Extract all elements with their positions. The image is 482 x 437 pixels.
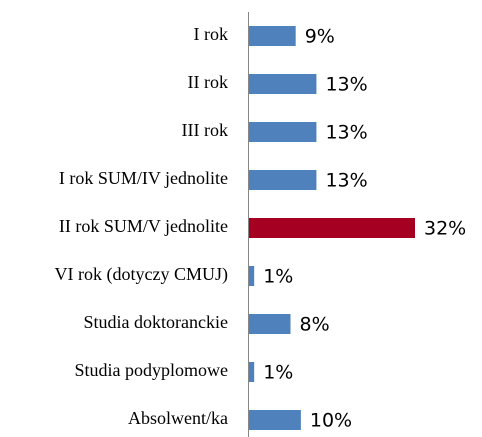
value-label: 13% [325, 170, 367, 192]
value-label: 1% [263, 266, 293, 288]
category-label: II rok SUM/V jednolite [59, 216, 228, 236]
value-label: 13% [325, 74, 367, 96]
value-label: 10% [310, 410, 352, 432]
category-label: I rok SUM/IV jednolite [59, 168, 228, 188]
bar [249, 266, 255, 286]
bar [249, 170, 317, 190]
category-label: II rok [188, 72, 228, 92]
category-label: Studia doktoranckie [84, 312, 228, 332]
value-label: 13% [325, 122, 367, 144]
bar [249, 74, 317, 94]
bar [249, 410, 301, 430]
bar [249, 314, 291, 334]
value-label: 32% [424, 218, 466, 240]
category-label: VI rok (dotyczy CMUJ) [55, 264, 228, 285]
category-label: Studia podyplomowe [75, 360, 229, 380]
category-label: Absolwent/ka [128, 408, 228, 428]
bar [249, 362, 255, 382]
bar [249, 122, 317, 142]
value-label: 1% [263, 362, 293, 384]
value-label: 8% [300, 314, 330, 336]
category-label: III rok [182, 120, 228, 140]
bar [249, 218, 415, 238]
category-label: I rok [194, 24, 229, 44]
bar [249, 26, 296, 46]
value-label: 9% [305, 26, 335, 48]
